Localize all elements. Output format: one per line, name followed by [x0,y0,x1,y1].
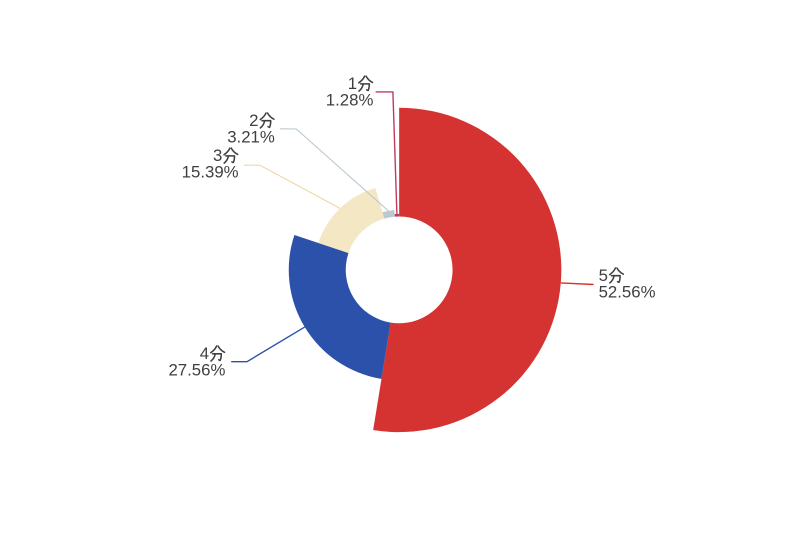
svg-text:3: 3 [213,146,222,165]
svg-text:1.28%: 1.28% [326,91,374,110]
svg-text:4: 4 [200,344,209,363]
svg-text:1: 1 [348,74,357,93]
svg-text:27.56%: 27.56% [168,361,225,380]
svg-text:5: 5 [599,266,608,285]
svg-text:15.39%: 15.39% [182,163,239,182]
svg-text:52.56%: 52.56% [599,283,656,302]
svg-text:2: 2 [249,111,258,130]
svg-text:3.21%: 3.21% [227,128,275,147]
